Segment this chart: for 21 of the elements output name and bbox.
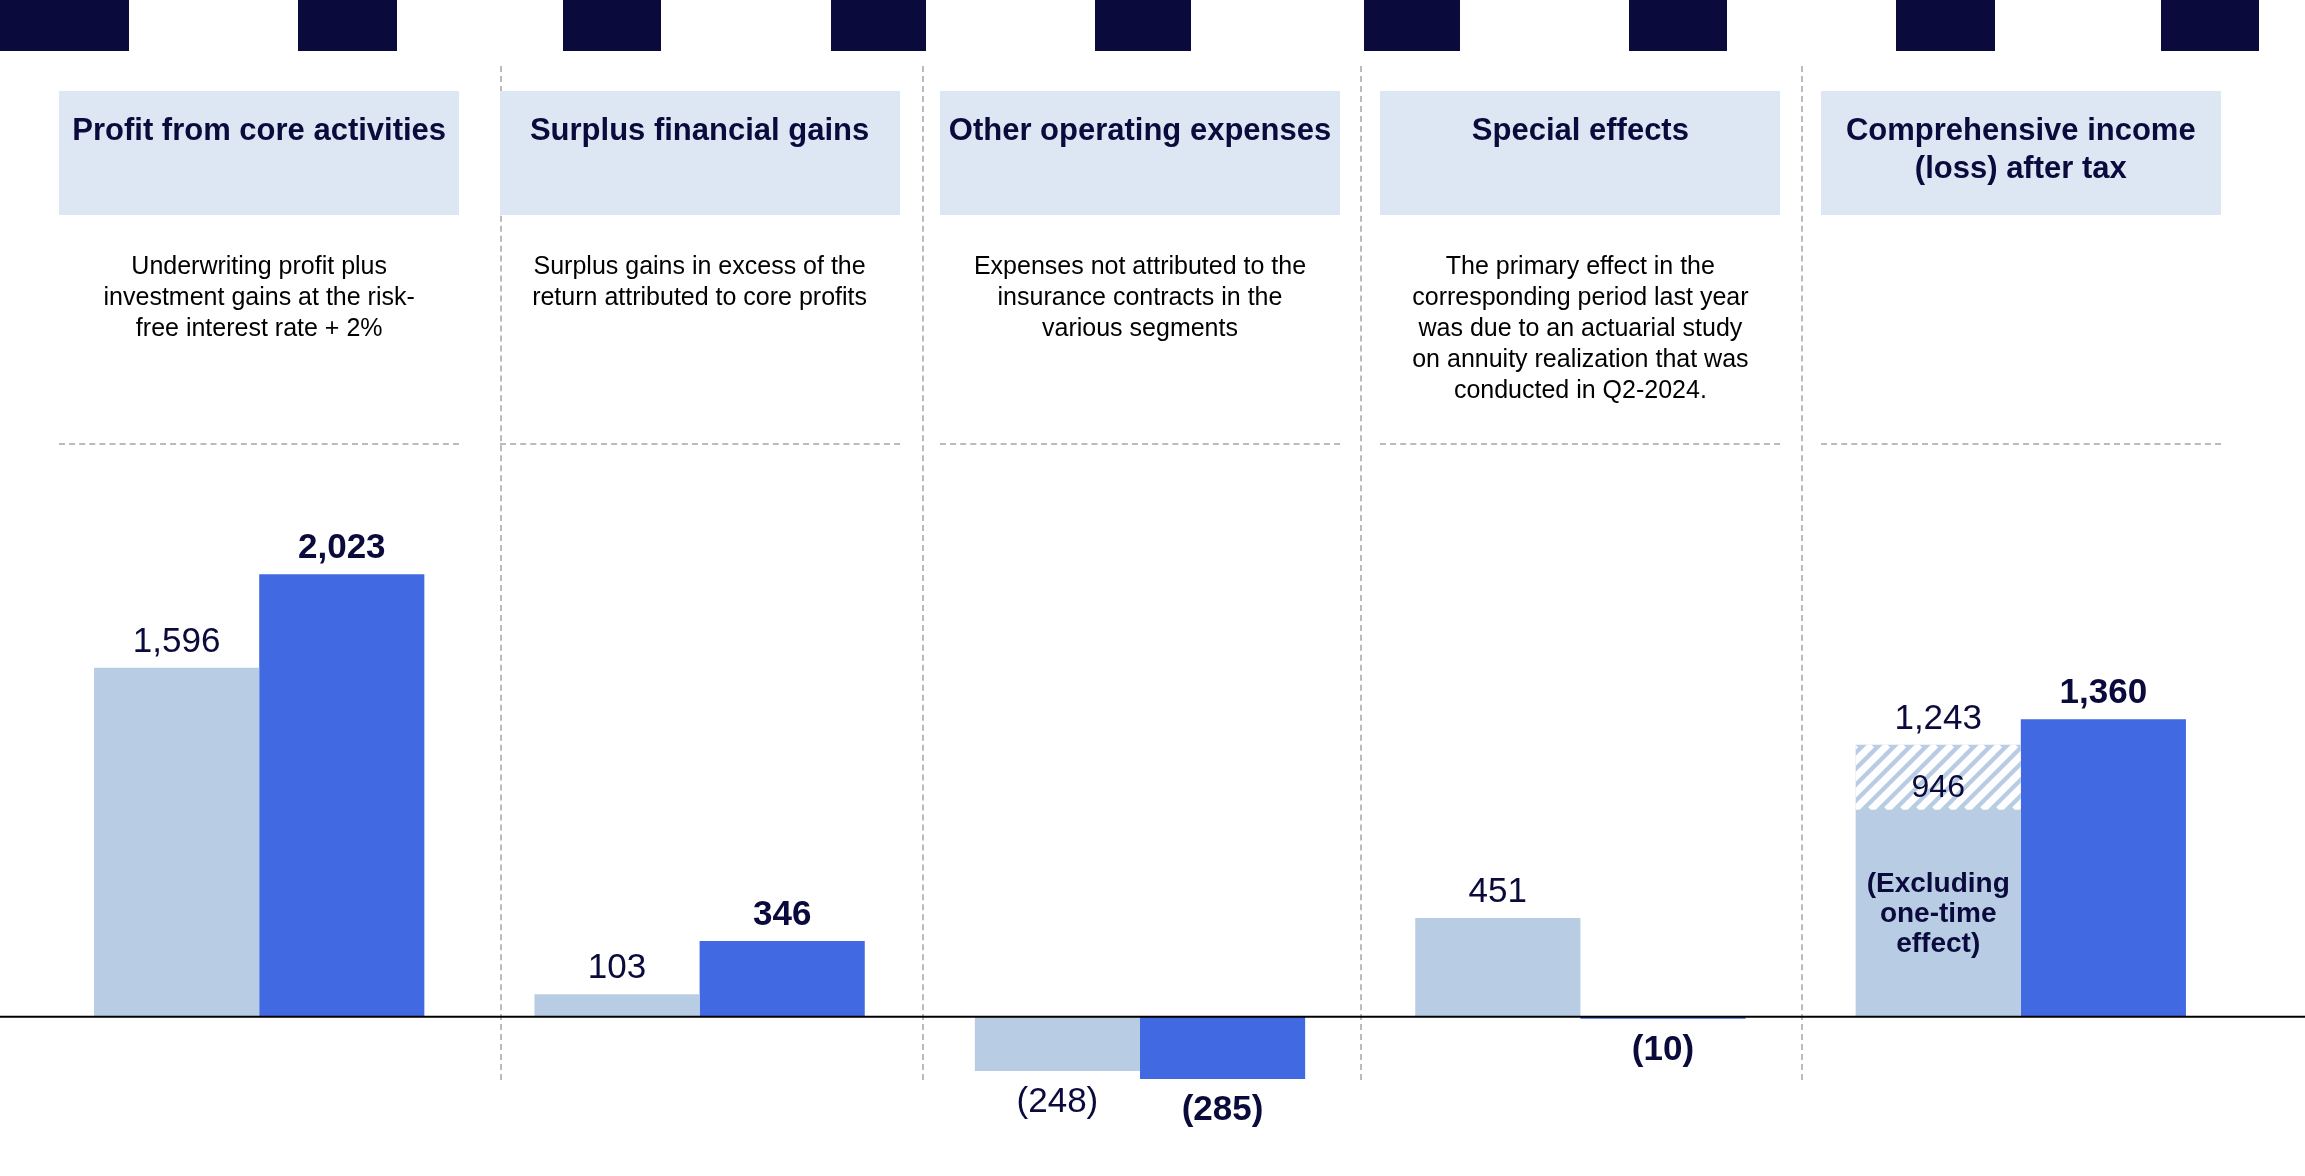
text: Surplus gains in excess of the return attributed to core profits [531,250,869,312]
data-label: 103 [587,946,647,986]
data-label: 1,243 [1894,697,1983,737]
data-label: 346 [752,893,812,933]
x-tick-label: Special effects [1470,111,1690,149]
annotation: (Excluding one-time effect) [1866,866,2010,958]
x-tick-label: Profit from core activities [71,111,448,149]
x-tick-label: Surplus financial gains [528,111,871,149]
data-label: (248) [1016,1080,1099,1120]
text: Underwriting profit plus investment gains at the risk-free interest rate + 2% [102,250,416,343]
data-label: 2,023 [297,526,386,566]
data-label: (285) [1181,1088,1264,1128]
x-tick-label: Other operating expenses [947,111,1333,149]
data-label: 451 [1468,870,1528,910]
data-label: 1,360 [2059,671,2148,711]
data-label: (10) [1631,1028,1695,1068]
text: Expenses not attributed to the insurance contracts in the various segments [972,250,1308,343]
data-label: 1,596 [132,619,221,659]
annotation: 946 [1911,767,1965,804]
text: The primary effect in the corresponding period last year was due to an actuarial study on annuity realization that was conducted in Q2-2024. [1411,250,1750,405]
x-tick-label: Comprehensive income (loss) after tax [1844,111,2197,187]
